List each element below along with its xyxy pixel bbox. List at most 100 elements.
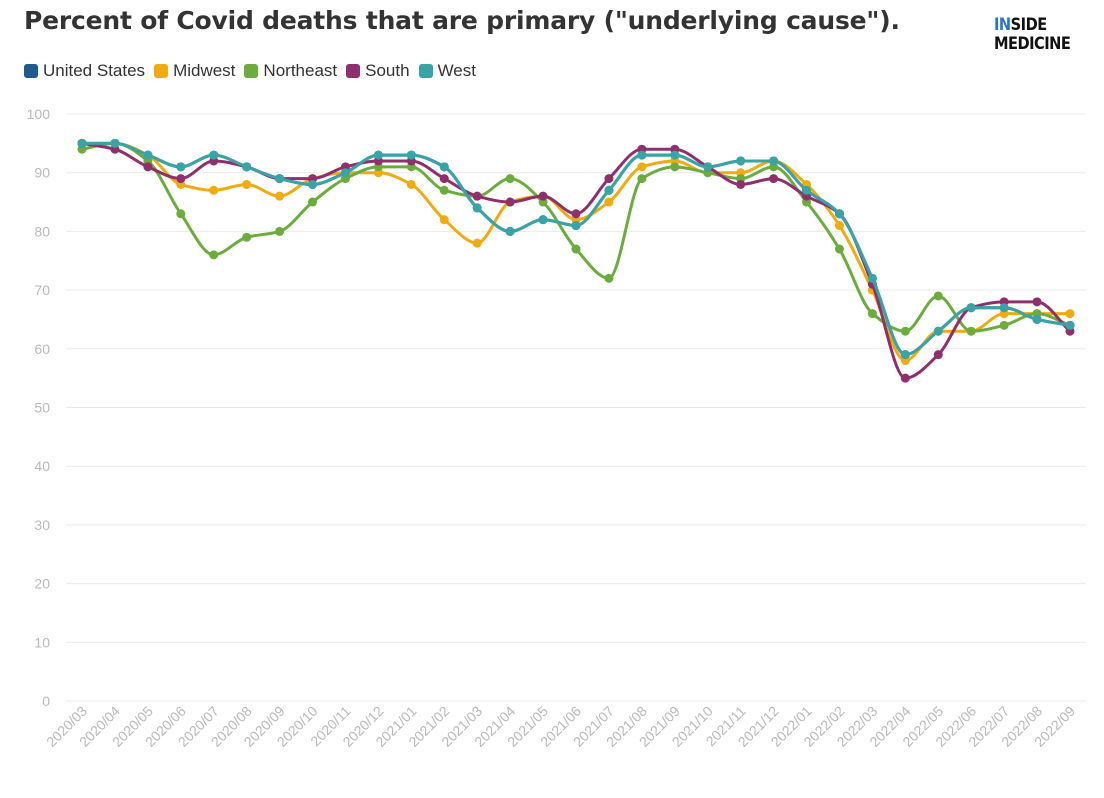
data-point xyxy=(637,174,647,184)
data-point xyxy=(1032,297,1042,307)
data-point xyxy=(275,174,285,184)
data-point xyxy=(867,273,877,283)
data-point xyxy=(670,162,680,172)
data-point xyxy=(176,209,186,219)
data-point xyxy=(571,221,581,231)
logo-line1-text: SIDE xyxy=(1010,15,1048,35)
data-point xyxy=(1032,314,1042,324)
data-point xyxy=(406,179,416,189)
y-tick-label: 50 xyxy=(34,400,50,416)
gridlines xyxy=(66,113,1086,702)
data-point xyxy=(604,185,614,195)
inside-medicine-logo: INSIDE MEDICINE xyxy=(994,15,1071,54)
data-point xyxy=(834,209,844,219)
y-tick-label: 10 xyxy=(34,634,50,650)
y-tick-label: 90 xyxy=(34,165,50,181)
legend-label: South xyxy=(365,61,410,80)
data-point xyxy=(143,150,153,160)
data-point xyxy=(769,174,779,184)
data-point xyxy=(77,138,87,148)
data-point xyxy=(176,162,186,172)
y-axis: 0 10 20 30 40 50 60 70 80 90 100 xyxy=(27,106,51,709)
data-point xyxy=(604,273,614,283)
data-point xyxy=(275,226,285,236)
legend-label: Midwest xyxy=(173,61,236,80)
legend-item[interactable]: West xyxy=(418,61,476,81)
data-point xyxy=(999,320,1009,330)
legend-item[interactable]: Midwest xyxy=(154,61,235,81)
legend-label: Northeast xyxy=(263,61,338,80)
data-point xyxy=(176,174,186,184)
data-point xyxy=(439,174,449,184)
data-point xyxy=(1065,320,1075,330)
y-tick-label: 70 xyxy=(34,282,50,298)
series-group xyxy=(77,138,1075,360)
data-point xyxy=(999,303,1009,313)
data-point xyxy=(209,150,219,160)
series-group xyxy=(77,138,1075,383)
data-point xyxy=(209,185,219,195)
data-point xyxy=(834,244,844,254)
y-tick-label: 100 xyxy=(27,106,51,122)
data-point xyxy=(538,191,548,201)
data-point xyxy=(439,215,449,225)
data-point xyxy=(472,238,482,248)
data-point xyxy=(670,150,680,160)
data-point xyxy=(143,162,153,172)
series-group xyxy=(77,138,1075,336)
data-point xyxy=(966,303,976,313)
data-point xyxy=(736,179,746,189)
legend-item[interactable]: United States xyxy=(24,61,145,81)
data-point xyxy=(242,232,252,242)
data-point xyxy=(242,162,252,172)
data-point xyxy=(933,291,943,301)
data-point xyxy=(933,326,943,336)
data-point xyxy=(867,309,877,319)
data-point xyxy=(472,191,482,201)
data-point xyxy=(571,244,581,254)
x-axis: 2020/032020/042020/052020/062020/072020/… xyxy=(43,703,1078,750)
data-point xyxy=(209,250,219,260)
y-tick-label: 80 xyxy=(34,223,50,239)
data-point xyxy=(275,191,285,201)
legend-label: United States xyxy=(43,61,146,80)
data-point xyxy=(110,138,120,148)
data-point xyxy=(604,197,614,207)
data-point xyxy=(340,168,350,178)
y-tick-label: 60 xyxy=(34,341,50,357)
data-point xyxy=(439,185,449,195)
data-point xyxy=(505,226,515,236)
y-tick-label: 0 xyxy=(42,693,50,709)
data-point xyxy=(637,162,647,172)
data-point xyxy=(439,162,449,172)
logo-line2-text: MEDICINE xyxy=(994,34,1071,54)
chart-title: Percent of Covid deaths that are primary… xyxy=(24,6,900,35)
data-point xyxy=(900,350,910,360)
data-point xyxy=(308,197,318,207)
data-point xyxy=(769,156,779,166)
data-point xyxy=(242,179,252,189)
data-point xyxy=(703,162,713,172)
data-point xyxy=(966,326,976,336)
data-point xyxy=(933,350,943,360)
data-point xyxy=(308,179,318,189)
data-point xyxy=(736,156,746,166)
data-point xyxy=(900,373,910,383)
logo-highlight-text: IN xyxy=(994,15,1011,35)
legend-swatch xyxy=(244,64,259,78)
legend-swatch xyxy=(418,64,433,78)
legend-swatch xyxy=(24,64,38,78)
y-tick-label: 30 xyxy=(34,517,50,533)
data-point xyxy=(834,221,844,231)
legend-item[interactable]: South xyxy=(346,61,410,81)
data-point xyxy=(1065,309,1075,319)
data-point xyxy=(505,197,515,207)
y-tick-label: 20 xyxy=(34,576,50,592)
data-point xyxy=(637,150,647,160)
legend-item[interactable]: Northeast xyxy=(244,61,337,81)
data-point xyxy=(802,185,812,195)
data-point xyxy=(900,326,910,336)
series-line xyxy=(80,141,1072,333)
legend-swatch xyxy=(154,64,169,78)
